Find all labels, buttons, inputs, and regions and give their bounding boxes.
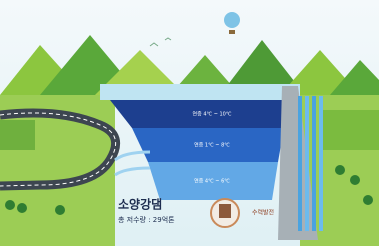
layer-label: 연중 4℃ ~ 10℃ [193,111,232,118]
field [320,110,379,150]
lake-surface [100,84,300,100]
infographic: 연중 4℃ ~ 10℃ 연중 1℃ ~ 8℃ 연중 4℃ ~ 6℃ 수력발전 소양강… [0,0,379,246]
turbine [219,204,231,218]
layer-label: 연중 4℃ ~ 6℃ [194,178,230,185]
layer-label: 연중 1℃ ~ 8℃ [194,142,230,149]
plant-label: 수력발전 [252,209,274,217]
title: 소양강댐 [118,197,162,212]
field [0,120,35,150]
subtitle: 총 저수량 : 29억톤 [118,215,175,224]
